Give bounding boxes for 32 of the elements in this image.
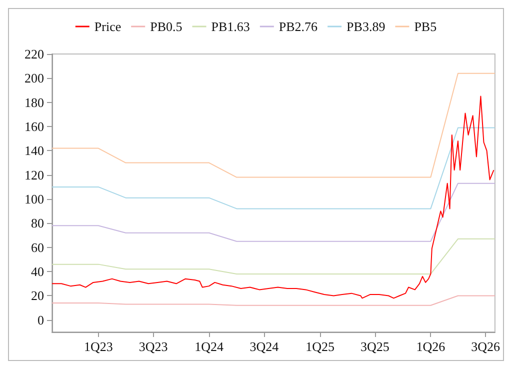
y-tick-label: 80 — [31, 216, 44, 231]
legend-label: PB2.76 — [278, 19, 318, 34]
y-tick-label: 0 — [38, 312, 44, 328]
x-tick-label: 3Q24 — [250, 339, 280, 354]
legend-label: PB1.63 — [211, 19, 250, 34]
x-tick-label: 3Q25 — [360, 339, 390, 354]
legend-label: Price — [94, 19, 122, 34]
line-series — [52, 295, 496, 306]
line-series — [52, 72, 496, 178]
y-tick-label: 60 — [31, 240, 44, 255]
x-tick-label: 3Q23 — [138, 339, 168, 354]
x-tick-label: 1Q23 — [84, 339, 113, 354]
legend-label: PB5 — [414, 19, 437, 34]
y-tick-label: 20 — [31, 288, 44, 304]
x-tick-label: 1Q24 — [194, 339, 224, 354]
y-tick-label: 120 — [24, 167, 44, 182]
y-tick-label: 160 — [24, 119, 44, 134]
legend-label: PB0.5 — [150, 19, 182, 34]
y-tick-label: 140 — [24, 143, 44, 158]
line-series — [52, 127, 496, 210]
y-tick-label: 100 — [24, 192, 44, 207]
y-tick-label: 200 — [24, 70, 44, 86]
line-series — [52, 182, 496, 242]
x-tick-label: 3Q26 — [471, 339, 500, 354]
legend-label: PB3.89 — [346, 19, 386, 34]
y-tick-label: 220 — [24, 46, 44, 62]
x-tick-label: 1Q25 — [306, 339, 334, 354]
x-tick-label: 1Q26 — [416, 339, 446, 354]
y-tick-label: 40 — [31, 264, 44, 280]
y-tick-label: 180 — [24, 94, 44, 110]
line-series — [52, 96, 494, 299]
line-series — [52, 238, 496, 274]
